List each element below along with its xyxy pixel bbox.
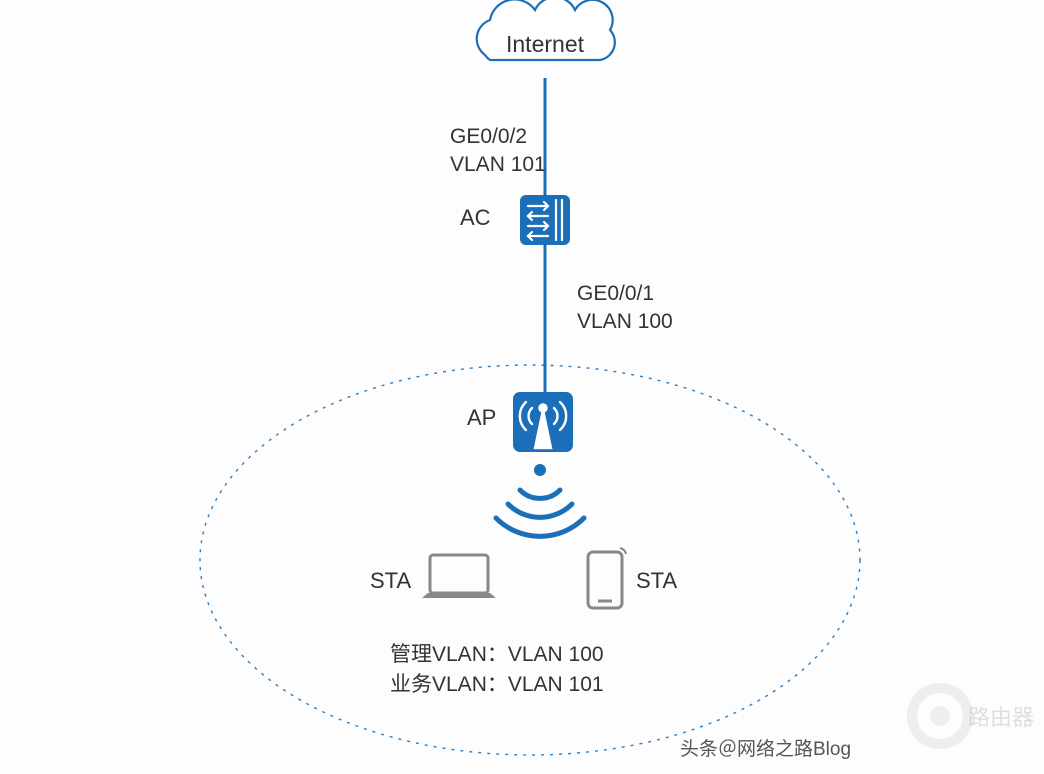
wifi-waves-icon xyxy=(496,464,584,536)
ac-icon xyxy=(520,195,570,245)
laptop-icon xyxy=(422,555,496,598)
downlink-vlan-label: VLAN 100 xyxy=(577,310,673,334)
footer-credit: 头条＠网络之路Blog xyxy=(680,734,851,761)
svc-vlan-label: 业务VLAN：VLAN 101 xyxy=(390,668,604,698)
downlink-port-label: GE0/0/1 xyxy=(577,282,654,306)
ap-label: AP xyxy=(467,405,496,431)
watermark-icon xyxy=(912,688,968,744)
phone-icon xyxy=(588,548,626,608)
mgmt-vlan-label: 管理VLAN：VLAN 100 xyxy=(390,638,604,668)
ap-icon xyxy=(513,392,573,452)
watermark-text: 路由器 xyxy=(968,700,1034,732)
uplink-port-label: GE0/0/2 xyxy=(450,125,527,149)
internet-cloud: Internet xyxy=(477,0,615,60)
sta-left-label: STA xyxy=(370,568,411,594)
sta-right-label: STA xyxy=(636,568,677,594)
uplink-vlan-label: VLAN 101 xyxy=(450,153,546,177)
ac-label: AC xyxy=(460,205,491,231)
cloud-label: Internet xyxy=(506,31,585,57)
